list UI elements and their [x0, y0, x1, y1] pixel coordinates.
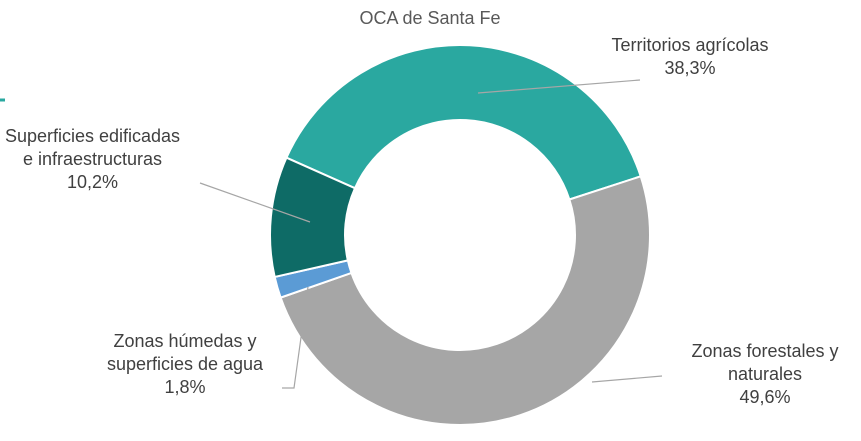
category-label: Territorios agrícolas — [611, 35, 769, 55]
value-label: 38,3% — [664, 58, 716, 78]
value-label: 10,2% — [66, 172, 119, 192]
data-label: Zonas forestales y naturales 49,6% — [660, 340, 861, 409]
value-label: 49,6% — [739, 387, 791, 407]
data-label: Territorios agrícolas 38,3% — [590, 34, 790, 80]
donut-segment — [279, 175, 651, 426]
category-label: Zonas forestales y naturales — [691, 341, 839, 384]
category-label: Zonas húmedas y superficies de agua — [106, 331, 264, 374]
chart-title: OCA de Santa Fe — [359, 8, 501, 28]
donut-segment — [285, 44, 642, 201]
value-label: 1,8% — [164, 377, 206, 397]
donut-segment — [269, 156, 357, 279]
category-label: Superficies edificadas e infraestructura… — [4, 126, 181, 169]
leader-line — [199, 182, 311, 223]
data-label: Superficies edificadas e infraestructura… — [0, 125, 185, 194]
leader-line — [591, 375, 663, 383]
leader-line — [477, 79, 641, 94]
data-label: Zonas húmedas y superficies de agua 1,8% — [80, 330, 290, 399]
leader-line — [282, 286, 309, 389]
